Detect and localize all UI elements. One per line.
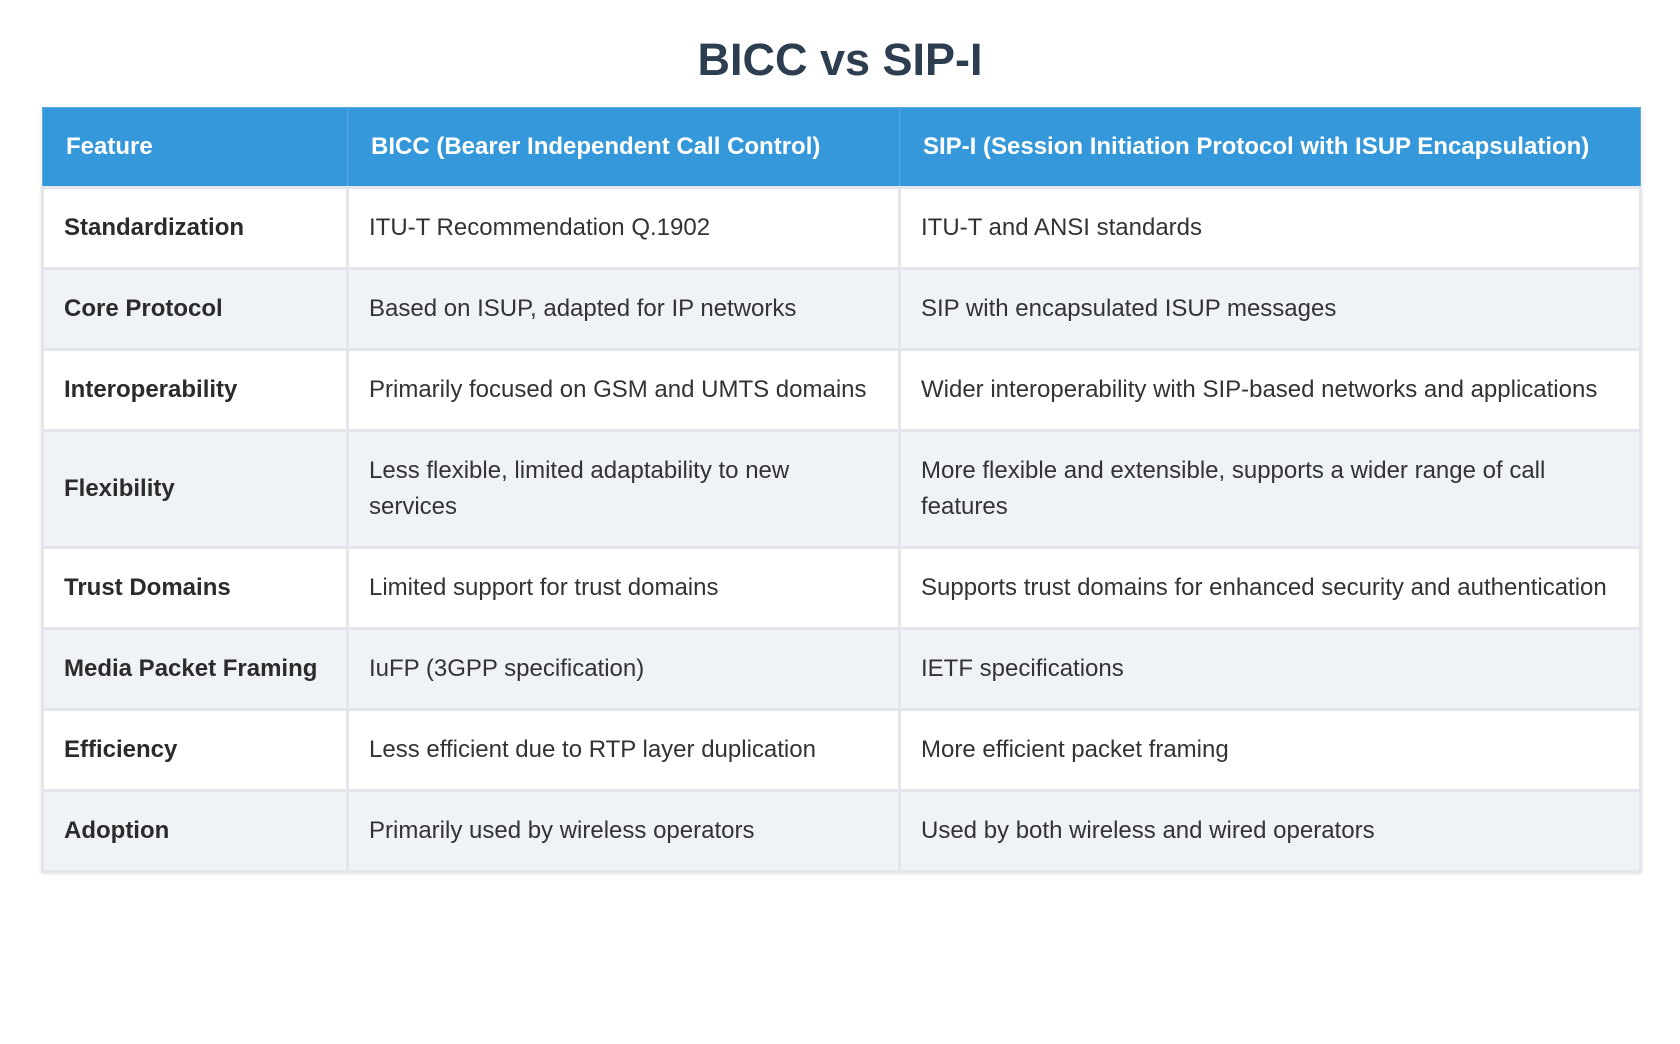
table-row: Adoption Primarily used by wireless opera… [41, 789, 1642, 873]
value-cell: IETF specifications [898, 627, 1642, 711]
feature-cell: Core Protocol [41, 267, 349, 351]
feature-cell: Media Packet Framing [41, 627, 349, 711]
value-cell: Limited support for trust domains [346, 546, 901, 630]
value-cell: ITU-T Recommendation Q.1902 [346, 186, 901, 270]
table-row: Efficiency Less efficient due to RTP laye… [41, 708, 1642, 792]
value-cell: Primarily used by wireless operators [346, 789, 901, 873]
value-cell: Primarily focused on GSM and UMTS domain… [346, 348, 901, 432]
value-cell: More efficient packet framing [898, 708, 1642, 792]
value-cell: Less efficient due to RTP layer duplicat… [346, 708, 901, 792]
value-cell: Supports trust domains for enhanced secu… [898, 546, 1642, 630]
title: BICC vs SIP-I [697, 34, 983, 85]
comparison-table: Feature BICC (Bearer Independent Call Con… [41, 107, 1642, 873]
column-header: Feature [42, 107, 348, 188]
value-cell: Less flexible, limited adaptability to n… [346, 429, 901, 549]
column-header: SIP-I (Session Initiation Protocol with … [899, 107, 1641, 188]
feature-cell: Standardization [41, 186, 349, 270]
table-row: Trust Domains Limited support for trust d… [41, 546, 1642, 630]
feature-cell: Efficiency [41, 708, 349, 792]
value-cell: More flexible and extensible, supports a… [898, 429, 1642, 549]
table-row: Flexibility Less flexible, limited adapta… [41, 429, 1642, 549]
column-header: BICC (Bearer Independent Call Control) [347, 107, 900, 188]
value-cell: Wider interoperability with SIP-based ne… [898, 348, 1642, 432]
value-cell: ITU-T and ANSI standards [898, 186, 1642, 270]
feature-cell: Trust Domains [41, 546, 349, 630]
table-row: Core Protocol Based on ISUP, adapted for … [41, 267, 1642, 351]
value-cell: SIP with encapsulated ISUP messages [898, 267, 1642, 351]
feature-cell: Interoperability [41, 348, 349, 432]
table-row: Interoperability Primarily focused on GSM… [41, 348, 1642, 432]
value-cell: IuFP (3GPP specification) [346, 627, 901, 711]
value-cell: Used by both wireless and wired operator… [898, 789, 1642, 873]
feature-cell: Flexibility [41, 429, 349, 549]
header-row: Feature BICC (Bearer Independent Call Con… [42, 107, 1641, 188]
table-row: Standardization ITU-T Recommendation Q.19… [41, 186, 1642, 270]
table-row: Media Packet Framing IuFP (3GPP specifica… [41, 627, 1642, 711]
feature-cell: Adoption [41, 789, 349, 873]
value-cell: Based on ISUP, adapted for IP networks [346, 267, 901, 351]
